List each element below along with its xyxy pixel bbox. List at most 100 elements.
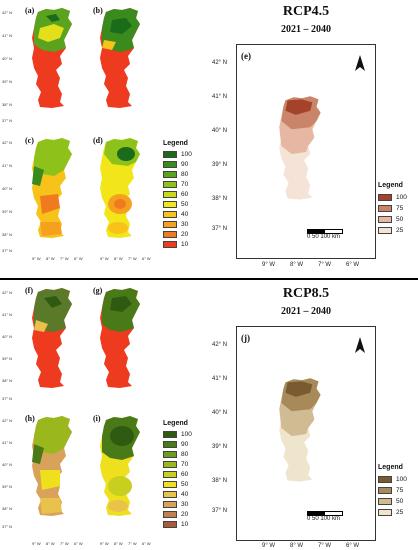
lon-label: 8° W xyxy=(114,541,123,546)
lat-label: 41° N xyxy=(2,440,13,445)
lat-label: 40° N xyxy=(2,462,13,467)
legend-swatch xyxy=(378,487,392,494)
big-map-j: (j) 0 50 100 km xyxy=(236,326,376,541)
legend-swatch xyxy=(163,211,177,218)
legend-swatch xyxy=(163,491,177,498)
map-panel-c: (c) xyxy=(24,136,86,252)
legend-label: 50 xyxy=(396,498,404,505)
legend-label: 70 xyxy=(181,461,189,468)
lat-label: 40° N xyxy=(2,56,13,61)
legend-swatch xyxy=(163,241,177,248)
legend-label: 25 xyxy=(396,227,404,234)
legend-swatch xyxy=(163,511,177,518)
scale-values: 0 50 100 xyxy=(307,234,331,240)
lon-label: 9° W xyxy=(100,541,109,546)
map-panel-d: (d) xyxy=(92,136,154,252)
panel-label: (i) xyxy=(93,414,101,423)
lat-label: 39° N xyxy=(2,484,13,489)
lat-label: 42° N xyxy=(2,418,13,423)
panel-label: (d) xyxy=(93,136,103,145)
lat-label: 38° N xyxy=(2,378,13,383)
panel-label: (c) xyxy=(25,136,34,145)
legend-label: 100 xyxy=(181,431,192,438)
lat-label: 42° N xyxy=(2,140,13,145)
legend-swatch xyxy=(163,471,177,478)
legend-label: 80 xyxy=(181,451,189,458)
legend-swatch xyxy=(163,481,177,488)
legend-label: 60 xyxy=(181,471,189,478)
lat-label: 39° N xyxy=(2,79,13,84)
lon-label: 7° W xyxy=(128,541,137,546)
legend-label: 20 xyxy=(181,231,189,238)
legend-label: 10 xyxy=(181,241,189,248)
panel-label: (h) xyxy=(25,414,35,423)
period-title: 2021 – 2040 xyxy=(281,24,331,35)
scenario-title: RCP8.5 xyxy=(282,286,330,301)
scale-unit: km xyxy=(332,516,341,522)
legend-swatch xyxy=(163,461,177,468)
lon-label: 7° W xyxy=(318,543,332,549)
legend-label: 90 xyxy=(181,161,189,168)
lon-label: 7° W xyxy=(60,541,69,546)
legend-label: 30 xyxy=(181,221,189,228)
legend-swatch xyxy=(163,191,177,198)
panel-label: (j) xyxy=(241,333,250,343)
lat-label: 42° N xyxy=(212,60,228,66)
lon-label: 8° W xyxy=(114,256,123,261)
lon-label: 6° W xyxy=(142,541,151,546)
lat-label: 38° N xyxy=(212,478,228,484)
legend-swatch xyxy=(378,498,392,505)
legend-label: 25 xyxy=(396,509,404,516)
map-panel-f: (f) xyxy=(24,286,86,402)
legend-label: 90 xyxy=(181,441,189,448)
lon-label: 9° W xyxy=(262,262,276,268)
lat-label: 40° N xyxy=(2,186,13,191)
legend-swatch xyxy=(378,194,392,201)
lon-label: 8° W xyxy=(46,256,55,261)
lon-label: 7° W xyxy=(60,256,69,261)
lat-label: 41° N xyxy=(212,376,228,382)
legend-swatch xyxy=(378,476,392,483)
lat-label: 38° N xyxy=(2,506,13,511)
lat-label: 42° N xyxy=(2,290,13,295)
scenario-title: RCP4.5 xyxy=(282,4,330,19)
lon-label: 7° W xyxy=(318,262,332,268)
legend-label: 50 xyxy=(181,481,189,488)
lon-label: 6° W xyxy=(346,262,360,268)
legend-swatch xyxy=(163,171,177,178)
lon-label: 8° W xyxy=(290,543,304,549)
map-panel-i: (i) xyxy=(92,414,154,530)
panel-label: (a) xyxy=(25,6,35,15)
scale-bar: 0 50 100 km xyxy=(307,229,343,240)
legend-label: 50 xyxy=(396,216,404,223)
lat-label: 38° N xyxy=(2,102,13,107)
legend-swatch xyxy=(163,221,177,228)
lat-label: 38° N xyxy=(2,232,13,237)
legend-label: 75 xyxy=(396,487,404,494)
legend-title: Legend xyxy=(378,182,403,189)
scale-bar: 0 50 100 km xyxy=(307,511,343,522)
lat-label: 37° N xyxy=(2,396,13,401)
map-panel-a: (a) xyxy=(24,6,86,122)
legend-swatch xyxy=(163,521,177,528)
section-divider xyxy=(0,278,418,280)
legend-swatch xyxy=(163,161,177,168)
lon-label: 7° W xyxy=(128,256,137,261)
legend-swatch xyxy=(378,216,392,223)
lat-label: 37° N xyxy=(2,248,13,253)
legend-title: Legend xyxy=(378,464,403,471)
legend-label: 50 xyxy=(181,201,189,208)
legend-swatch xyxy=(163,451,177,458)
lat-label: 39° N xyxy=(212,162,228,168)
legend-label: 40 xyxy=(181,491,189,498)
legend-label: 100 xyxy=(396,194,407,201)
lat-label: 38° N xyxy=(212,196,228,202)
legend-label: 70 xyxy=(181,181,189,188)
legend-swatch xyxy=(163,501,177,508)
lat-label: 39° N xyxy=(2,209,13,214)
legend-swatch xyxy=(163,431,177,438)
lon-label: 8° W xyxy=(290,262,304,268)
lat-label: 42° N xyxy=(2,10,13,15)
lon-label: 6° W xyxy=(74,541,83,546)
panel-label: (e) xyxy=(241,51,251,61)
